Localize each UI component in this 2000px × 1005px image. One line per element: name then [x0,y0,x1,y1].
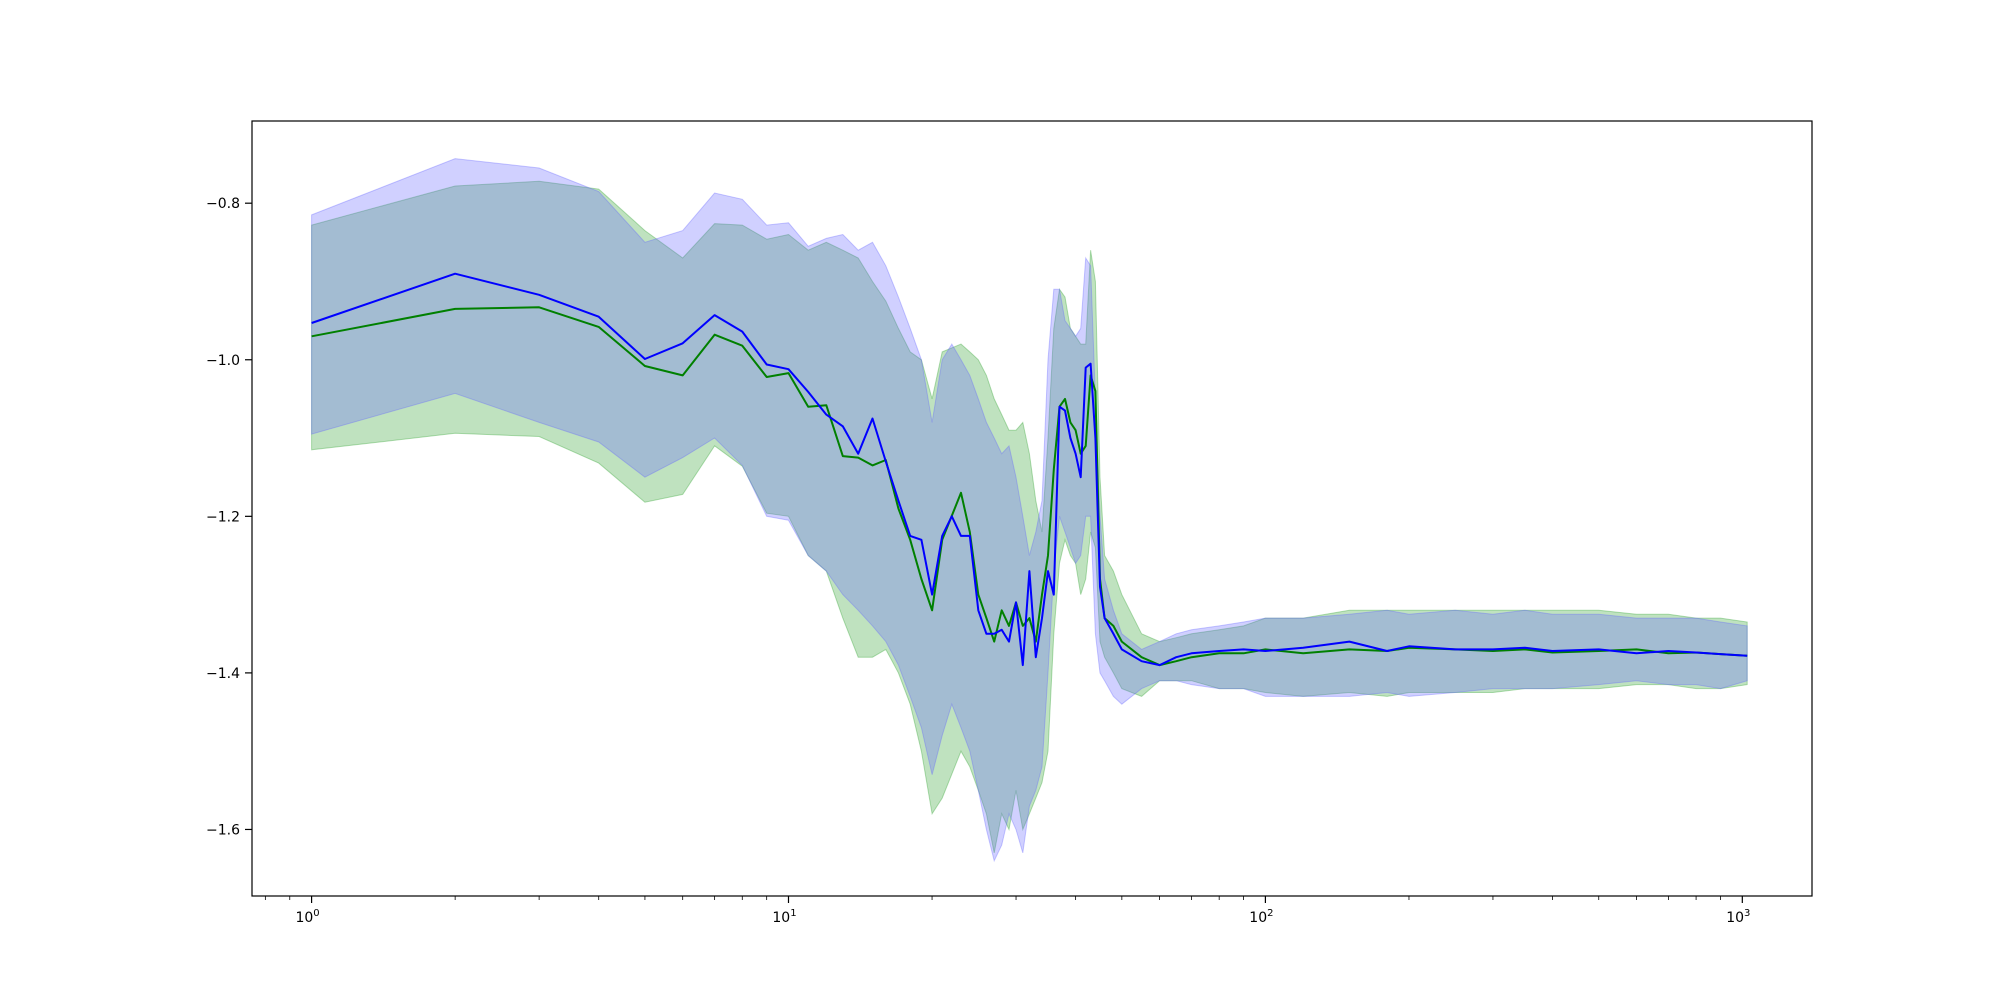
y-tick-label: −1.4 [206,666,240,682]
series-2-line [311,272,1748,667]
x-tick-label: 103 [1726,908,1750,926]
y-tick-label: −1.2 [206,509,240,525]
x-axis: 100 101 102 103 [264,896,1750,926]
series-lines [311,272,1748,667]
x-tick-label: 100 [295,908,319,926]
x-tick-label: 102 [1249,908,1273,926]
y-tick-label: −1.0 [206,353,240,369]
confidence-bands [311,158,1748,863]
x-tick-label: 101 [772,908,796,926]
series-1-line [311,306,1748,667]
y-tick-label: −0.8 [206,196,240,212]
y-axis: −0.8 −1.0 −1.2 −1.4 −1.6 [206,196,252,838]
y-tick-label: −1.6 [206,822,240,838]
series-2-band [311,158,1748,863]
plot-frame [251,120,1813,897]
